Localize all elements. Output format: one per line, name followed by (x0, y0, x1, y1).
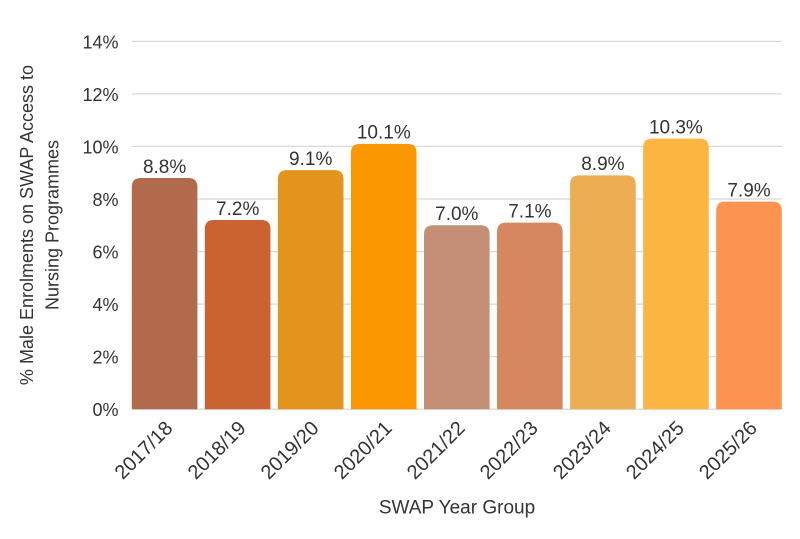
svg-text:Nursing Programmes: Nursing Programmes (43, 140, 63, 310)
svg-text:0%: 0% (92, 400, 118, 420)
svg-text:9.1%: 9.1% (289, 149, 332, 170)
svg-text:4%: 4% (92, 295, 118, 315)
svg-text:7.9%: 7.9% (727, 180, 770, 201)
svg-text:10%: 10% (82, 137, 118, 157)
svg-text:% Male Enrolments on SWAP Acce: % Male Enrolments on SWAP Access to (17, 65, 37, 385)
svg-text:14%: 14% (82, 32, 118, 52)
svg-text:10.1%: 10.1% (357, 123, 411, 144)
svg-text:7.2%: 7.2% (216, 199, 259, 220)
svg-text:2%: 2% (92, 348, 118, 368)
svg-text:6%: 6% (92, 243, 118, 263)
svg-text:7.1%: 7.1% (508, 201, 551, 222)
svg-text:SWAP Year Group: SWAP Year Group (379, 498, 535, 519)
svg-text:12%: 12% (82, 85, 118, 105)
svg-text:10.3%: 10.3% (649, 117, 703, 138)
svg-text:8%: 8% (92, 190, 118, 210)
svg-text:7.0%: 7.0% (435, 204, 478, 225)
svg-text:8.9%: 8.9% (581, 154, 624, 175)
svg-text:8.8%: 8.8% (143, 157, 186, 178)
